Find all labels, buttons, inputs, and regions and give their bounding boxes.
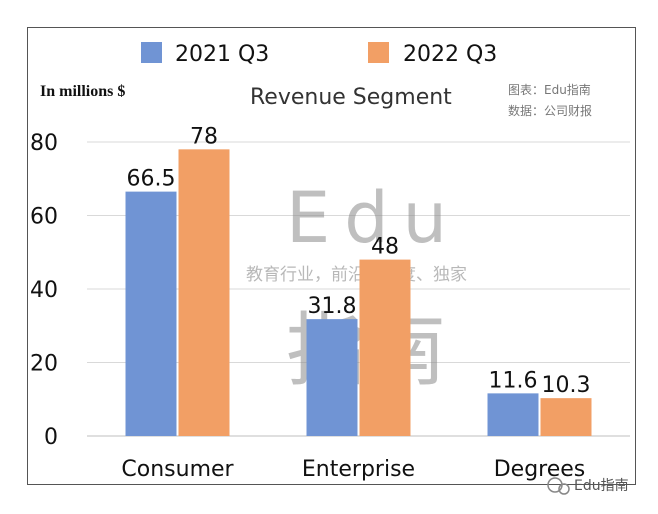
- legend-label-2021: 2021 Q3: [175, 42, 269, 67]
- legend-label-2022: 2022 Q3: [403, 42, 497, 67]
- y-tick-label: 20: [30, 352, 58, 377]
- y-tick-label: 60: [30, 205, 58, 230]
- source-chart-credit: 图表：Edu指南: [508, 82, 591, 97]
- gridlines: [87, 141, 630, 437]
- value-label: 11.6: [489, 368, 538, 393]
- value-label: 48: [371, 235, 399, 260]
- value-labels: 66.5 78 31.8 48 11.6 10.3: [127, 124, 591, 398]
- value-label: 10.3: [542, 373, 591, 398]
- legend-swatch-2021: [141, 42, 162, 63]
- bar-enterprise-2021-q3: [306, 319, 358, 436]
- watermark-edu: Edu: [286, 177, 461, 259]
- units-label: In millions $: [40, 83, 125, 100]
- wechat-icon-small: [558, 483, 570, 495]
- category-label-enterprise: Enterprise: [302, 457, 415, 482]
- value-label: 78: [190, 124, 218, 149]
- y-tick-labels: 0 20 40 60 80: [30, 131, 58, 450]
- y-tick-label: 0: [44, 425, 58, 450]
- legend-swatch-2022: [368, 42, 389, 63]
- brand-label: Edu指南: [574, 478, 629, 494]
- brand-mark: Edu指南: [547, 477, 629, 495]
- watermark-tagline: 教育行业，前沿、深度、独家: [246, 265, 467, 285]
- y-tick-label: 80: [30, 131, 58, 156]
- bar-consumer-2022-q3: [178, 149, 230, 436]
- source-data-credit: 数据：公司财报: [508, 103, 592, 118]
- category-label-degrees: Degrees: [494, 457, 586, 482]
- category-labels: Consumer Enterprise Degrees: [121, 457, 585, 482]
- bar-consumer-2021-q3: [125, 191, 177, 436]
- bar-degrees-2022-q3: [540, 398, 592, 436]
- bars: [125, 149, 592, 436]
- bar-degrees-2021-q3: [487, 393, 539, 436]
- value-label: 31.8: [308, 294, 357, 319]
- legend: 2021 Q3 2022 Q3: [141, 42, 497, 67]
- y-tick-label: 40: [30, 278, 58, 303]
- chart-title: Revenue Segment: [250, 85, 452, 110]
- bar-enterprise-2022-q3: [359, 259, 411, 436]
- category-label-consumer: Consumer: [121, 457, 234, 482]
- value-label: 66.5: [127, 167, 176, 192]
